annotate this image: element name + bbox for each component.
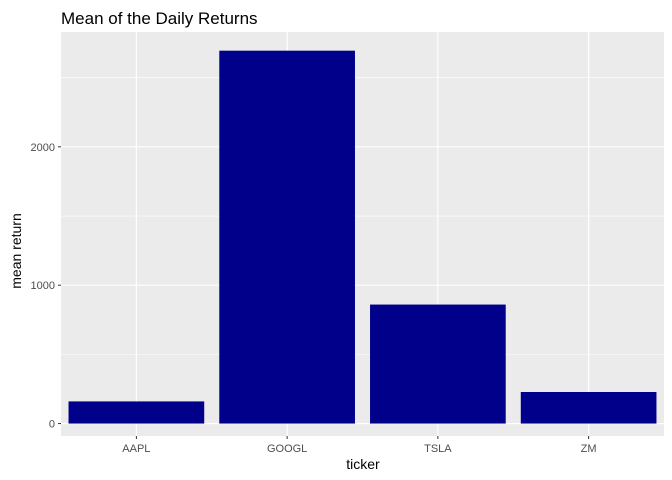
minor-gridlines: [61, 77, 664, 355]
x-tick-label: GOOGL: [267, 443, 307, 455]
bar-aapl: [68, 401, 205, 424]
bar-zm: [520, 392, 657, 424]
x-axis-label: ticker: [346, 456, 380, 472]
plot-panel: [61, 32, 664, 436]
x-tick-label: TSLA: [424, 443, 452, 455]
x-axis-ticks: AAPL GOOGL TSLA ZM: [122, 436, 597, 455]
y-tick-label: 1000: [31, 280, 55, 292]
y-axis-label: mean return: [8, 213, 24, 288]
bars: [68, 50, 657, 424]
x-tick-label: ZM: [581, 443, 597, 455]
chart-title: Mean of the Daily Returns: [61, 9, 258, 28]
y-tick-label: 0: [49, 419, 55, 431]
y-axis-ticks: 0 1000 2000: [31, 142, 61, 431]
bar-googl: [219, 50, 355, 424]
bar-tsla: [370, 304, 506, 424]
y-tick-label: 2000: [31, 142, 55, 154]
x-tick-label: AAPL: [122, 443, 150, 455]
